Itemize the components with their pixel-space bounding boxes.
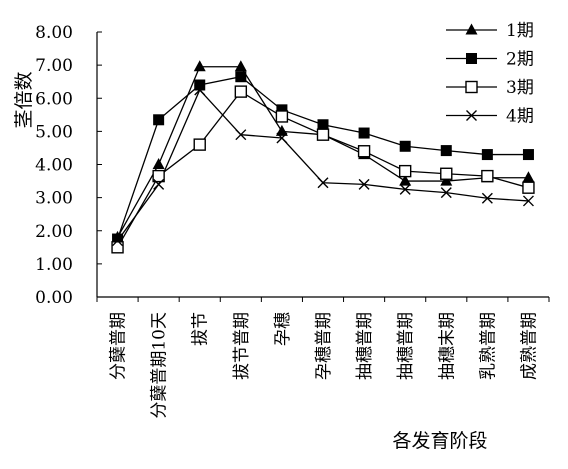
data-point-series-2 [358,127,370,139]
data-point-series-4 [276,132,288,144]
x-tick-label: 抽穗普期 [355,312,375,380]
x-tick-label: 孕穗 [273,312,293,346]
y-tick-label: 7.00 [35,56,73,76]
data-point-series-4 [522,195,534,207]
legend-label: 1期 [506,21,534,41]
data-point-series-4 [358,178,370,190]
x-tick-label: 乳熟普期 [477,312,498,380]
data-point-series-3 [357,145,371,158]
data-point-series-4 [194,84,206,96]
data-point-series-1 [440,174,453,186]
data-point-series-4 [112,235,124,247]
y-tick-label: 1.00 [35,255,73,275]
legend-label: 3期 [506,78,534,98]
series-line-4 [117,88,529,242]
data-point-series-1 [522,171,535,183]
data-point-series-2 [399,140,411,152]
data-point-series-2 [440,145,452,157]
data-point-series-3 [481,169,494,183]
y-tick-label: 2.00 [35,222,73,242]
legend-label: 4期 [506,107,534,127]
x-tick-label: 拔节普期 [232,312,252,380]
data-point-series-3 [275,110,289,123]
data-point-series-1 [152,158,165,169]
legend-marker [466,110,477,121]
legend-marker [465,23,478,35]
x-tick-label: 分蘖普期 [109,312,129,380]
data-point-series-2 [112,233,124,245]
data-point-series-3 [398,164,412,178]
data-point-series-2 [522,149,534,161]
y-tick-label: 6.00 [35,89,73,109]
data-point-series-3 [440,167,453,180]
series-line-2 [116,76,529,240]
y-tick-label: 0.00 [35,288,73,308]
x-tick-label: 抽穗末期 [437,312,457,380]
x-axis-label: 各发育阶段 [392,430,487,452]
x-tick-label: 拔节 [191,312,211,346]
data-point-series-2 [153,114,165,126]
legend-marker [465,80,478,94]
data-point-series-3 [152,169,165,183]
data-point-series-3 [193,138,206,151]
data-point-series-3 [316,128,330,141]
data-point-series-3 [111,241,124,254]
data-point-series-4 [440,187,452,199]
x-tick-label: 抽穗普期 [396,312,416,380]
x-tick-label: 分蘖普期10天 [150,312,170,419]
data-point-series-1 [193,60,206,72]
data-point-series-1 [234,60,247,72]
data-point-series-1 [399,174,412,186]
y-tick-label: 5.00 [35,122,73,142]
data-point-series-3 [234,85,248,98]
data-point-series-2 [235,71,247,83]
data-point-series-2 [317,119,329,131]
data-point-series-4 [153,178,165,190]
data-point-series-2 [276,104,288,116]
y-axis-label: 茎倍数 [13,71,35,128]
data-point-series-4 [481,192,493,204]
data-point-series-3 [522,181,535,194]
data-point-series-1 [275,124,288,136]
x-tick-label: 成熟普期 [518,312,539,380]
x-tick-label: 孕穗普期 [314,312,334,380]
y-tick-label: 4.00 [35,156,73,176]
data-point-series-4 [317,177,329,189]
legend-label: 2期 [506,50,534,70]
legend-marker [466,53,477,64]
y-tick-label: 8.00 [35,23,73,43]
data-point-series-2 [194,79,206,91]
data-point-series-2 [481,149,493,161]
data-point-series-4 [399,183,411,195]
data-point-series-4 [235,129,247,141]
y-tick-label: 3.00 [35,189,73,209]
